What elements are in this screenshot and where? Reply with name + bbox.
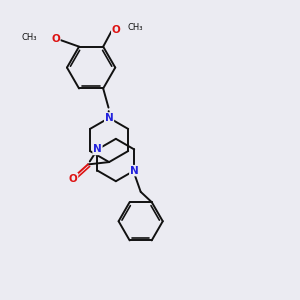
Text: N: N xyxy=(130,166,139,176)
Text: CH₃: CH₃ xyxy=(128,23,143,32)
Text: O: O xyxy=(112,25,121,35)
Text: O: O xyxy=(69,174,77,184)
Text: N: N xyxy=(105,113,113,123)
Text: O: O xyxy=(51,34,60,44)
Text: N: N xyxy=(93,144,102,154)
Text: CH₃: CH₃ xyxy=(21,33,37,42)
